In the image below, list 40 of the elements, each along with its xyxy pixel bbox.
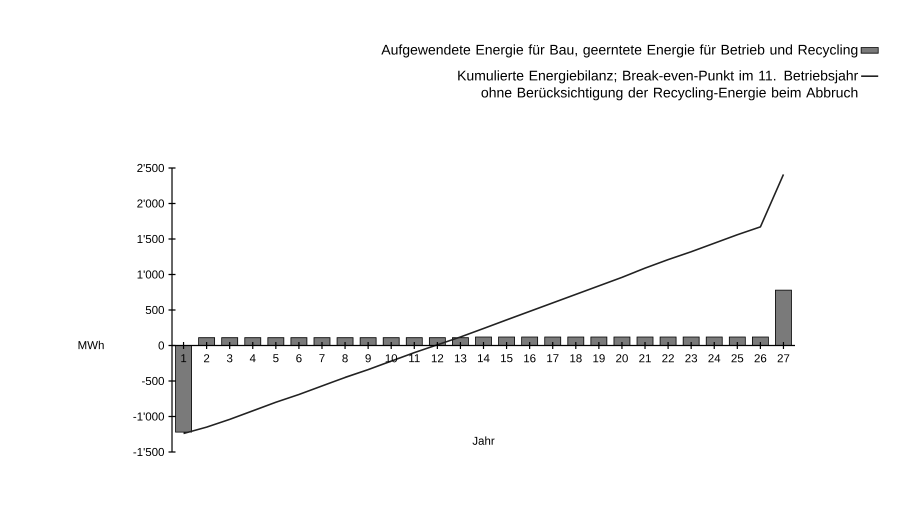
x-tick-label: 8 [342,354,348,362]
x-tick-label: 10 [386,354,398,362]
x-tick-label: 4 [250,354,256,362]
y-tick-label: 0 [158,341,164,350]
y-tick-label: -500 [142,376,164,386]
x-tick-label: 18 [570,354,582,362]
x-tick-label: 27 [778,354,790,362]
x-tick-label: 6 [296,354,302,362]
x-tick-label: 3 [226,354,232,362]
x-tick-label: 20 [616,354,628,362]
y-tick-label: -1'000 [133,412,164,421]
x-tick-label: 25 [732,354,744,362]
y-axis-title: MWh [78,340,104,350]
x-tick-label: 24 [708,354,720,362]
x-tick-label: 2 [204,354,210,362]
x-tick-label: 11 [409,354,420,362]
x-tick-label: 9 [365,354,371,362]
legend-label: Kumulierte Energiebilanz; Break-even-Punkt im 11. Betriebsjahr ohne Berücksichtigung der Recycling-Energie beim Abbruch [458,70,858,100]
x-tick-label: 22 [662,354,674,362]
y-tick-label: 500 [146,306,164,314]
x-tick-label: 23 [685,354,698,362]
y-tick-label: 1'000 [138,270,164,279]
x-tick-label: 14 [478,354,490,362]
x-axis-title: Jahr [472,436,494,445]
x-tick-label: 15 [501,354,512,362]
x-tick-label: 19 [593,354,605,362]
x-tick-label: 17 [547,354,559,362]
y-tick-label: -1'500 [133,448,164,456]
x-tick-label: 7 [319,354,325,362]
legend-label: Aufgewendete Energie für Bau, geerntete Energie für Betrieb und Recycling [381,44,858,58]
x-tick-label: 26 [754,354,766,362]
x-tick-label: 1 [181,354,186,362]
x-tick-label: 13 [454,354,466,362]
y-tick-label: 2'000 [137,199,164,208]
x-tick-label: 5 [273,354,279,362]
y-tick-label: 2'500 [137,164,164,172]
x-tick-label: 16 [524,354,536,362]
y-tick-label: 1'500 [138,234,164,244]
x-tick-label: 12 [432,354,444,362]
x-tick-label: 21 [639,354,651,362]
